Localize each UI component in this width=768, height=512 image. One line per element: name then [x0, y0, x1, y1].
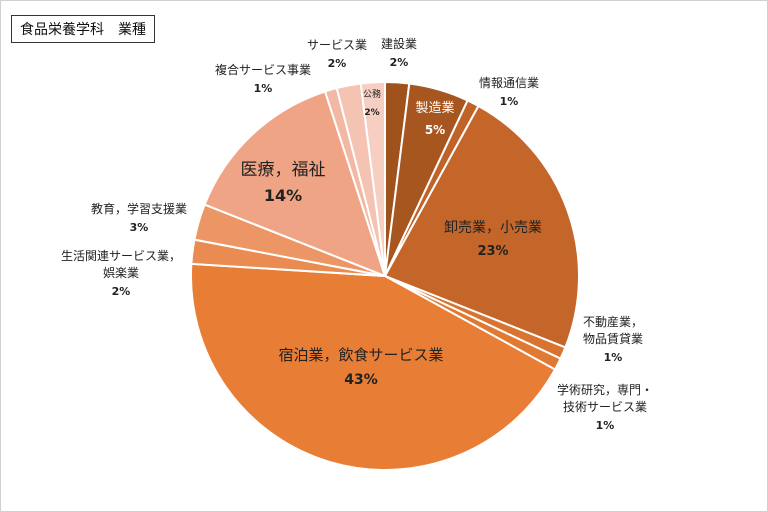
slice-percent-label: 43% — [344, 372, 378, 388]
slice-percent-label: 23% — [477, 244, 508, 259]
slice-label-8: 生活関連サービス業， 娯楽業 2% — [61, 249, 181, 298]
slice-label-text: 学術研究，専門・ — [557, 382, 653, 397]
slice-percent-label: 2% — [390, 56, 409, 69]
slice-label-text: 生活関連サービス業， — [61, 249, 181, 263]
slice-label-6: 学術研究，専門・技術サービス業 1% — [557, 382, 653, 432]
slice-label-13: 公務 2% — [363, 88, 381, 118]
slice-percent-label: 3% — [130, 221, 149, 234]
slice-label-text: 教育，学習支援業 — [91, 201, 187, 216]
slice-percent-label: 1% — [604, 351, 623, 364]
slice-label-11: 複合サービス事業 1% — [215, 62, 311, 95]
slice-label-text: 技術サービス業 — [563, 400, 647, 414]
slice-percent-label: 1% — [254, 82, 273, 95]
slice-label-5: 不動産業， 物品賃貸業 1% — [583, 314, 643, 364]
slice-percent-label: 2% — [364, 108, 379, 118]
slice-label-text: 宿泊業，飲食サービス業 — [278, 346, 443, 364]
pie-slice-4 — [383, 104, 580, 349]
slice-label-10: 医療，福祉 14% — [241, 160, 326, 205]
pie-slice-7 — [189, 262, 557, 471]
slice-percent-label: 2% — [328, 57, 347, 70]
slice-percent-label: 14% — [264, 186, 302, 205]
slice-label-text: 医療，福祉 — [241, 160, 326, 180]
slice-label-text: 複合サービス事業 — [215, 62, 311, 77]
slice-percent-label: 2% — [112, 285, 131, 298]
slice-label-text: 物品賃貸業 — [583, 331, 643, 346]
slice-label-12: サービス業 2% — [307, 38, 367, 70]
slice-label-text: 情報通信業 — [479, 76, 539, 90]
slice-label-text: 不動産業， — [583, 314, 643, 329]
slice-label-text: 建設業 — [381, 36, 417, 51]
chart-title: 食品栄養学科 業種 — [11, 15, 155, 43]
slice-label-3: 情報通信業 1% — [479, 76, 539, 108]
slice-percent-label: 5% — [425, 123, 445, 137]
slice-label-2: 製造業 5% — [415, 100, 454, 137]
slice-label-text: 製造業 — [415, 100, 454, 116]
slice-percent-label: 1% — [500, 95, 519, 108]
pie-slice-13 — [359, 80, 386, 277]
slice-percent-label: 1% — [596, 419, 615, 432]
slice-label-text: 卸売業，小売業 — [444, 220, 542, 236]
slice-label-text: サービス業 — [307, 38, 367, 52]
slice-label-text: 公務 — [363, 88, 381, 100]
slice-label-7: 宿泊業，飲食サービス業 43% — [278, 346, 443, 388]
slice-label-text: 娯楽業 — [103, 266, 139, 280]
slice-label-9: 教育，学習支援業 3% — [91, 201, 187, 234]
slice-label-1: 建設業 2% — [381, 36, 417, 69]
slice-label-4: 卸売業，小売業 23% — [444, 220, 542, 259]
